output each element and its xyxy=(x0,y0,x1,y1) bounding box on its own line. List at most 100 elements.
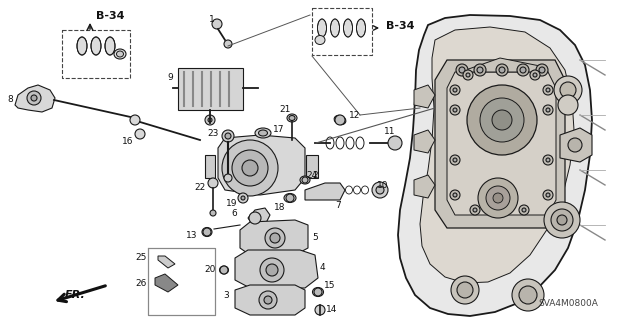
Circle shape xyxy=(453,158,457,162)
Ellipse shape xyxy=(284,194,296,203)
Circle shape xyxy=(135,129,145,139)
Circle shape xyxy=(212,19,222,29)
Text: B-34: B-34 xyxy=(386,21,415,31)
Circle shape xyxy=(533,73,537,77)
Text: 4: 4 xyxy=(319,263,325,272)
Circle shape xyxy=(266,264,278,276)
Circle shape xyxy=(314,288,322,296)
Circle shape xyxy=(260,258,284,282)
Circle shape xyxy=(372,182,388,198)
Ellipse shape xyxy=(259,130,268,136)
Circle shape xyxy=(546,193,550,197)
Polygon shape xyxy=(155,274,178,292)
Circle shape xyxy=(522,208,526,212)
Circle shape xyxy=(259,291,277,309)
Circle shape xyxy=(453,88,457,92)
Circle shape xyxy=(27,91,41,105)
Text: 25: 25 xyxy=(136,253,147,262)
Ellipse shape xyxy=(114,49,126,59)
Polygon shape xyxy=(460,58,548,72)
Circle shape xyxy=(450,85,460,95)
Circle shape xyxy=(451,276,479,304)
Circle shape xyxy=(265,228,285,248)
Circle shape xyxy=(520,67,526,73)
Circle shape xyxy=(31,95,37,101)
Text: B-34: B-34 xyxy=(96,11,125,21)
Circle shape xyxy=(270,233,280,243)
Text: 14: 14 xyxy=(326,306,338,315)
Ellipse shape xyxy=(287,114,297,122)
Text: SVA4M0800A: SVA4M0800A xyxy=(538,299,598,308)
Circle shape xyxy=(530,70,540,80)
Circle shape xyxy=(519,286,537,304)
Circle shape xyxy=(376,186,384,194)
Circle shape xyxy=(546,158,550,162)
Circle shape xyxy=(517,64,529,76)
Text: 9: 9 xyxy=(167,73,173,83)
Circle shape xyxy=(543,85,553,95)
Circle shape xyxy=(388,136,402,150)
Circle shape xyxy=(456,64,468,76)
Ellipse shape xyxy=(344,19,353,37)
Circle shape xyxy=(493,193,503,203)
Circle shape xyxy=(546,108,550,112)
Text: 12: 12 xyxy=(349,110,361,120)
Circle shape xyxy=(208,118,212,122)
Text: 24: 24 xyxy=(307,170,317,180)
Circle shape xyxy=(232,150,268,186)
Circle shape xyxy=(242,160,258,176)
Circle shape xyxy=(544,202,580,238)
Polygon shape xyxy=(240,220,308,255)
Circle shape xyxy=(302,177,308,183)
Circle shape xyxy=(224,174,232,182)
Circle shape xyxy=(543,190,553,200)
Text: 6: 6 xyxy=(231,209,237,218)
Ellipse shape xyxy=(330,19,339,37)
Circle shape xyxy=(264,296,272,304)
Circle shape xyxy=(335,115,345,125)
Circle shape xyxy=(551,209,573,231)
Polygon shape xyxy=(447,72,556,215)
Circle shape xyxy=(558,95,578,115)
Text: 19: 19 xyxy=(227,198,237,207)
Polygon shape xyxy=(235,285,305,315)
Circle shape xyxy=(560,82,576,98)
Circle shape xyxy=(543,105,553,115)
Circle shape xyxy=(473,208,477,212)
Polygon shape xyxy=(560,128,592,162)
Text: 7: 7 xyxy=(335,201,341,210)
Polygon shape xyxy=(178,68,243,110)
Polygon shape xyxy=(305,183,345,200)
Circle shape xyxy=(208,178,218,188)
Circle shape xyxy=(477,67,483,73)
Circle shape xyxy=(474,64,486,76)
Ellipse shape xyxy=(255,128,271,138)
Circle shape xyxy=(519,205,529,215)
Ellipse shape xyxy=(202,227,212,236)
Circle shape xyxy=(557,215,567,225)
Polygon shape xyxy=(218,135,305,195)
Text: 1: 1 xyxy=(209,14,215,24)
Text: 5: 5 xyxy=(312,234,318,242)
Polygon shape xyxy=(414,175,435,198)
Circle shape xyxy=(466,73,470,77)
Circle shape xyxy=(568,138,582,152)
Text: 26: 26 xyxy=(136,279,147,288)
Text: 10: 10 xyxy=(377,181,388,189)
Circle shape xyxy=(536,64,548,76)
Ellipse shape xyxy=(289,115,295,121)
Ellipse shape xyxy=(334,115,346,125)
Circle shape xyxy=(203,228,211,236)
Circle shape xyxy=(450,155,460,165)
Ellipse shape xyxy=(91,37,101,55)
Ellipse shape xyxy=(77,37,87,55)
Ellipse shape xyxy=(317,19,326,37)
Circle shape xyxy=(205,115,215,125)
Circle shape xyxy=(225,133,231,139)
Text: 22: 22 xyxy=(195,183,205,192)
Circle shape xyxy=(463,70,473,80)
Text: 23: 23 xyxy=(207,129,219,137)
Text: 16: 16 xyxy=(122,137,134,146)
Text: 18: 18 xyxy=(275,204,285,212)
Circle shape xyxy=(512,279,544,311)
